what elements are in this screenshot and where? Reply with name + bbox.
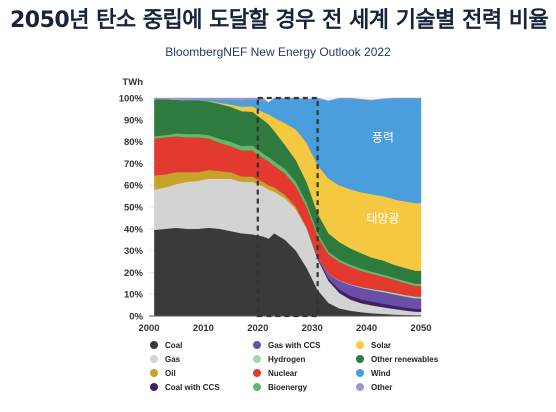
legend-label: Solar [371,340,392,350]
legend-swatch [150,383,158,391]
y-tick-label: 70% [124,159,144,170]
legend-swatch [356,341,364,349]
legend-swatch [356,383,364,391]
y-tick-label: 100% [119,94,144,105]
y-tick-label: 30% [124,246,144,257]
y-axis-label: TWh [122,77,143,88]
legend-label: Gas with CCS [268,340,321,350]
y-tick-label: 0% [129,312,143,323]
legend-label: Other renewables [371,354,439,364]
legend-item: Wind [356,368,390,378]
chart-annotation: 태양광 [366,211,399,225]
legend-item: Bioenergy [253,382,307,392]
legend-label: Coal [165,340,183,350]
page-title: 2050년 탄소 중립에 도달할 경우 전 세계 기술별 전력 비율 [10,8,549,33]
legend-swatch [356,355,364,363]
legend-swatch [253,341,261,349]
y-tick-label: 80% [124,137,144,148]
y-tick-label: 50% [124,203,144,214]
y-tick-label: 20% [124,268,144,279]
legend-item: Solar [356,340,391,350]
chart-annotation: 풍력 [372,131,394,145]
chart-legend: Coal Gas Oil Coal with CCS Gas with CCS Hydro… [150,340,470,400]
legend-item: Coal with CCS [150,382,220,392]
legend-item: Coal [150,340,182,350]
x-tick-label: 2020 [247,323,268,334]
x-tick-label: 2000 [138,323,159,334]
legend-swatch [253,369,261,377]
legend-label: Wind [371,368,391,378]
legend-label: Hydrogen [268,354,306,364]
y-tick-label: 10% [124,290,144,301]
highlight-period-box [256,96,319,318]
legend-swatch [150,355,158,363]
x-tick-label: 2040 [356,323,377,334]
legend-swatch [150,341,158,349]
x-tick-label: 2050 [410,323,431,334]
y-tick-label: 40% [124,224,144,235]
legend-label: Coal with CCS [165,382,220,392]
y-tick-label: 90% [124,115,144,126]
area-other [154,97,422,103]
legend-label: Bioenergy [268,382,308,392]
legend-swatch [253,355,261,363]
legend-item: Other renewables [356,354,438,364]
legend-item: Gas [150,354,180,364]
legend-swatch [253,383,261,391]
legend-swatch [356,369,364,377]
legend-item: Nuclear [253,368,297,378]
legend-item: Oil [150,368,176,378]
legend-item: Gas with CCS [253,340,320,350]
x-tick-label: 2030 [302,323,323,334]
legend-label: Other [371,382,393,392]
chart-subtitle: BloombergNEF New Energy Outlook 2022 [165,45,391,59]
legend-swatch [150,369,158,377]
x-tick-label: 2010 [193,323,214,334]
y-tick-label: 60% [124,181,144,192]
legend-label: Oil [165,368,176,378]
legend-item: Other [356,382,392,392]
legend-item: Hydrogen [253,354,305,364]
legend-label: Gas [165,354,181,364]
legend-label: Nuclear [268,368,298,378]
